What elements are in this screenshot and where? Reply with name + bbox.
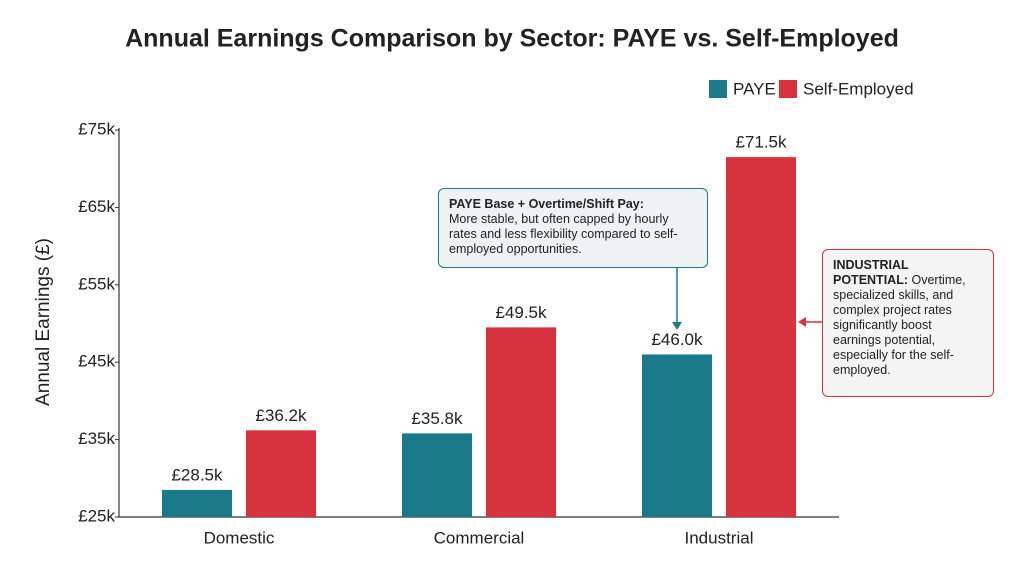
bar — [726, 157, 796, 517]
value-label: £35.8k — [411, 409, 463, 428]
value-label: £71.5k — [735, 133, 787, 152]
bar — [642, 354, 712, 517]
annotation-arrowhead — [798, 317, 806, 327]
legend-swatch — [709, 80, 727, 98]
annotation-text: Overtime, specialized skills, and comple… — [833, 273, 966, 377]
legend-label: Self-Employed — [803, 79, 914, 98]
x-tick-label: Commercial — [434, 528, 525, 547]
y-tick-label: £65k — [78, 197, 115, 216]
legend-swatch — [779, 80, 797, 98]
annotation-text: More stable, but often capped by hourly … — [449, 212, 678, 256]
value-label: £46.0k — [651, 330, 703, 349]
y-tick-label: £35k — [78, 429, 115, 448]
y-axis-label: Annual Earnings (£) — [33, 238, 54, 406]
y-tick-label: £45k — [78, 352, 115, 371]
chart-title: Annual Earnings Comparison by Sector: PA… — [125, 25, 899, 53]
annotation-box: PAYE Base + Overtime/Shift Pay: More sta… — [438, 188, 708, 268]
annotation-arrowhead — [672, 322, 682, 330]
value-label: £28.5k — [171, 465, 223, 484]
y-tick-label: £75k — [78, 119, 115, 138]
y-tick-label: £25k — [78, 506, 115, 525]
value-label: £36.2k — [255, 406, 307, 425]
bar — [486, 327, 556, 517]
legend-label: PAYE — [733, 79, 776, 98]
annotation-title: INDUSTRIAL POTENTIAL: — [833, 258, 909, 287]
bar — [246, 430, 316, 517]
value-label: £49.5k — [495, 303, 547, 322]
bar — [162, 489, 232, 517]
y-tick-label: £55k — [78, 274, 115, 293]
bar — [402, 433, 472, 517]
annotation-box: INDUSTRIAL POTENTIAL: Overtime, speciali… — [822, 249, 994, 397]
x-tick-label: Domestic — [204, 528, 275, 547]
x-tick-label: Industrial — [685, 528, 754, 547]
annotation-title: PAYE Base + Overtime/Shift Pay: — [449, 197, 644, 211]
